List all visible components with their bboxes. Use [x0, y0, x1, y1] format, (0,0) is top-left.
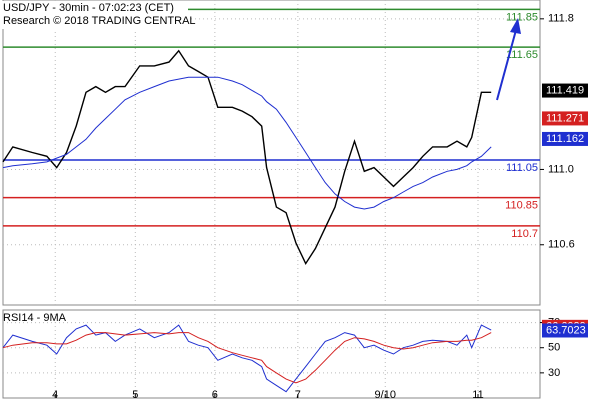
arrow-head: [510, 18, 521, 34]
series-line: [2, 49, 492, 266]
panel-frame: [2, 0, 541, 306]
level-label: 111.85: [506, 11, 538, 23]
price-label-box: [542, 111, 588, 126]
x-tick-label: 11: [472, 389, 483, 400]
price-label: 111.419: [546, 84, 584, 96]
x-tick-label: 4: [52, 389, 58, 400]
y-tick-label: 30: [548, 367, 560, 379]
chart-subtitle: Research © 2018 TRADING CENTRAL: [3, 15, 196, 27]
series-line: [2, 332, 492, 384]
x-tick-label: 9/10: [375, 389, 396, 400]
y-tick-label: 50: [548, 342, 560, 354]
price-label: 111.162: [546, 133, 584, 145]
price-label: 111.271: [546, 112, 584, 124]
y-tick-label: 110.6: [548, 239, 575, 251]
series-line: [2, 76, 492, 210]
price-label-box: [542, 83, 588, 98]
y-tick-label: 111.8: [548, 13, 574, 25]
level-label: 110.85: [505, 200, 538, 212]
y-tick-label: 111.0: [548, 163, 574, 175]
price-label-box: [542, 131, 588, 146]
rsi-title: RSI14 - 9MA: [3, 312, 67, 324]
title-background: [2, 1, 188, 29]
x-tick-label: 6: [212, 389, 218, 400]
panel-frame: [2, 309, 541, 399]
forecast-arrow: [496, 29, 517, 101]
price-label: 63.7023: [546, 324, 586, 336]
chart-title: USD/JPY - 30min - 07:02:23 (CET): [3, 2, 174, 14]
level-label: 111.65: [506, 49, 538, 61]
x-tick-label: 5: [132, 389, 138, 400]
level-label: 110.7: [511, 228, 538, 240]
price-label-box: [542, 323, 588, 338]
x-tick-label: 7: [295, 389, 301, 400]
level-label: 111.05: [506, 162, 538, 174]
